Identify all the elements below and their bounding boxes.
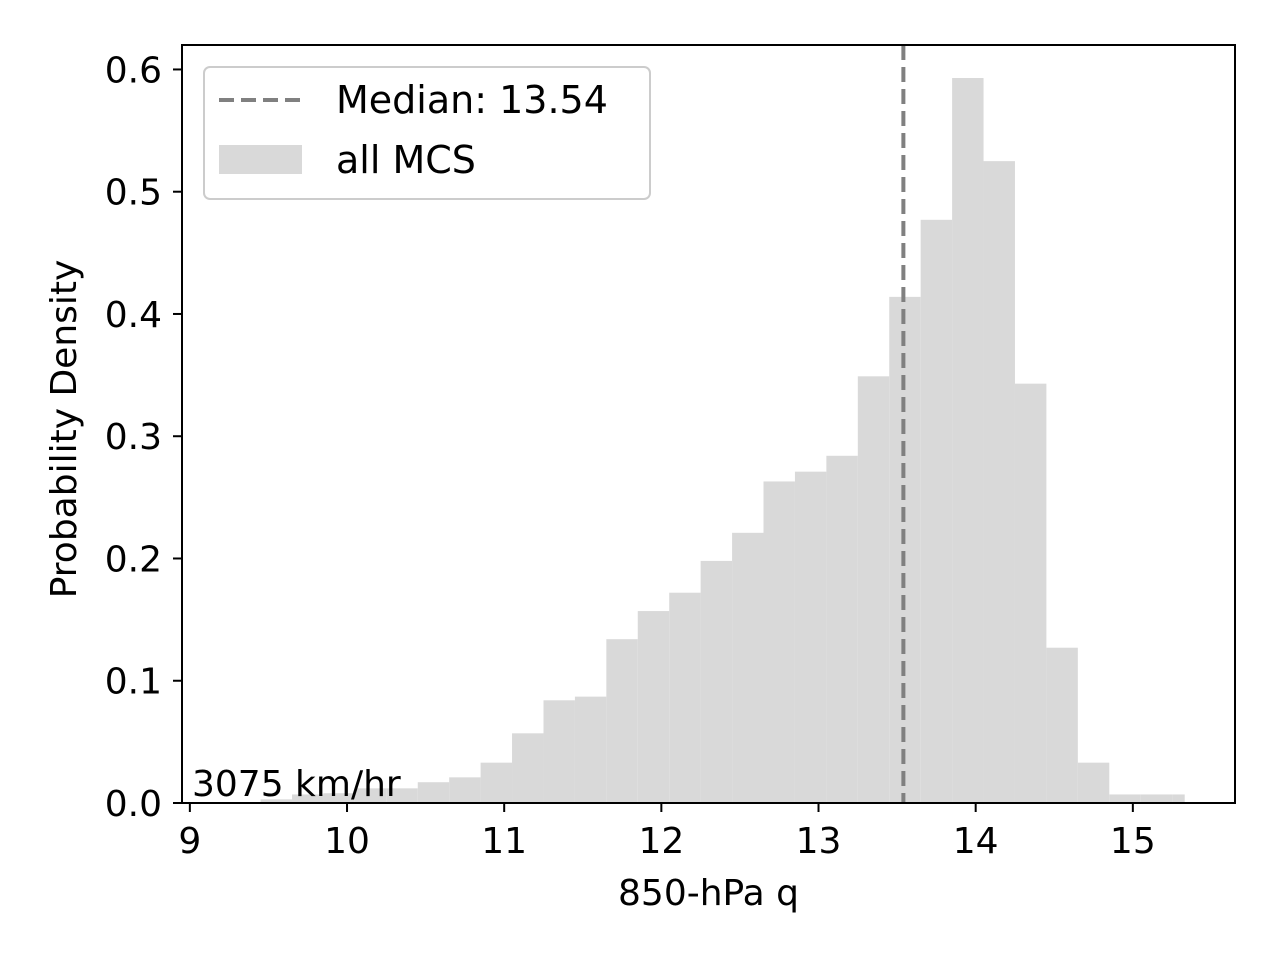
speed-annotation: 3075 km/hr — [192, 764, 401, 805]
histogram-bar — [292, 794, 324, 803]
histogram-bars — [260, 78, 1185, 804]
histogram-bar — [763, 481, 795, 803]
x-tick-label: 11 — [481, 821, 527, 862]
histogram-bar — [1140, 794, 1173, 803]
histogram-bar — [480, 762, 513, 803]
histogram-bar — [417, 782, 450, 803]
y-axis-label: Probability Density — [44, 260, 85, 599]
x-tick-label: 13 — [796, 821, 842, 862]
histogram-bar — [543, 700, 575, 803]
histogram-bar — [920, 219, 953, 803]
histogram-bar — [606, 639, 638, 803]
y-tick-label: 0.4 — [105, 295, 162, 336]
histogram-bar — [637, 611, 670, 803]
y-tick-label: 0.5 — [105, 173, 162, 214]
y-tick-label: 0.1 — [105, 662, 162, 703]
histogram-bar — [1046, 647, 1078, 803]
histogram-bar — [354, 788, 387, 803]
legend-all-mcs-label: all MCS — [336, 138, 476, 182]
x-tick-label: 10 — [324, 821, 370, 862]
histogram-bar — [857, 376, 890, 803]
histogram-bar — [323, 793, 355, 803]
histogram-bar — [794, 471, 827, 803]
histogram-bar — [1172, 794, 1185, 803]
y-tick-label: 0.0 — [105, 784, 162, 825]
legend: Median: 13.54 all MCS — [203, 66, 651, 200]
histogram-bar — [1077, 762, 1110, 803]
histogram-bar — [1109, 794, 1141, 803]
histogram-bar — [512, 733, 544, 803]
legend-median-label: Median: 13.54 — [336, 78, 608, 122]
histogram-bar — [732, 532, 764, 803]
histogram-bar — [669, 592, 701, 803]
x-tick-label: 9 — [178, 821, 201, 862]
plot-frame — [181, 44, 1236, 804]
histogram-bar — [574, 696, 607, 803]
histogram-bar — [700, 560, 733, 803]
legend-all-mcs-swatch — [219, 145, 302, 174]
x-axis-label: 850-hPa q — [618, 873, 799, 914]
histogram-bar — [952, 78, 984, 804]
axes: 9 10 11 12 13 14 15 0.0 0.1 0.2 0.3 0.4 0.5 0.6 850-hP… — [44, 44, 1236, 914]
legend-box — [203, 66, 651, 200]
x-tick-label: 15 — [1110, 821, 1156, 862]
histogram-bar — [449, 777, 481, 803]
histogram-bar — [260, 799, 293, 803]
x-tick-label: 12 — [638, 821, 684, 862]
histogram-bar — [826, 455, 858, 803]
y-tick-label: 0.3 — [105, 417, 162, 458]
histogram-bar — [983, 161, 1015, 804]
y-tick-label: 0.6 — [105, 50, 162, 91]
y-tick-label: 0.2 — [105, 539, 162, 580]
histogram-bar — [386, 788, 418, 803]
histogram-bar — [1014, 383, 1047, 803]
x-tick-label: 14 — [953, 821, 999, 862]
